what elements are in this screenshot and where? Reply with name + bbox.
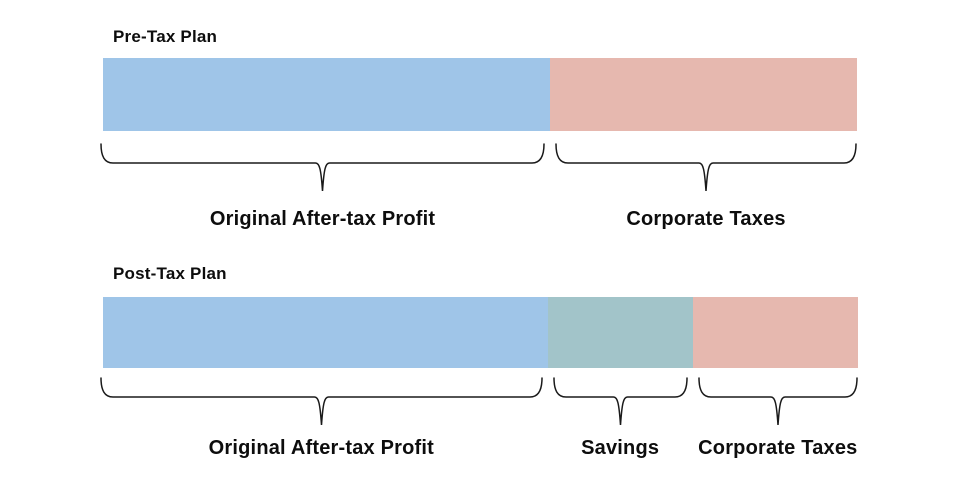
bar-segment-original-after-tax-profit	[103, 297, 548, 368]
curly-brace-corporate-taxes	[555, 143, 857, 192]
stacked-bar	[103, 58, 857, 131]
bar-segment-corporate-taxes	[692, 297, 858, 368]
bar-segment-original-after-tax-profit	[103, 58, 551, 131]
segment-label-corporate-taxes: Corporate Taxes	[698, 437, 858, 459]
segment-label-savings: Savings	[581, 437, 660, 459]
segment-label-original-after-tax-profit: Original After-tax Profit	[209, 208, 436, 230]
stacked-bar	[103, 297, 858, 368]
segment-label-original-after-tax-profit: Original After-tax Profit	[208, 437, 435, 459]
curly-brace-original-after-tax-profit	[100, 377, 543, 426]
chart-title: Pre-Tax Plan	[113, 27, 218, 46]
chart-title: Post-Tax Plan	[113, 264, 227, 283]
bar-segment-corporate-taxes	[550, 58, 857, 131]
bar-segment-savings	[547, 297, 693, 368]
curly-brace-savings	[552, 377, 688, 426]
curly-brace-original-after-tax-profit	[100, 143, 545, 192]
segment-label-corporate-taxes: Corporate Taxes	[626, 208, 786, 230]
curly-brace-corporate-taxes	[697, 377, 858, 426]
